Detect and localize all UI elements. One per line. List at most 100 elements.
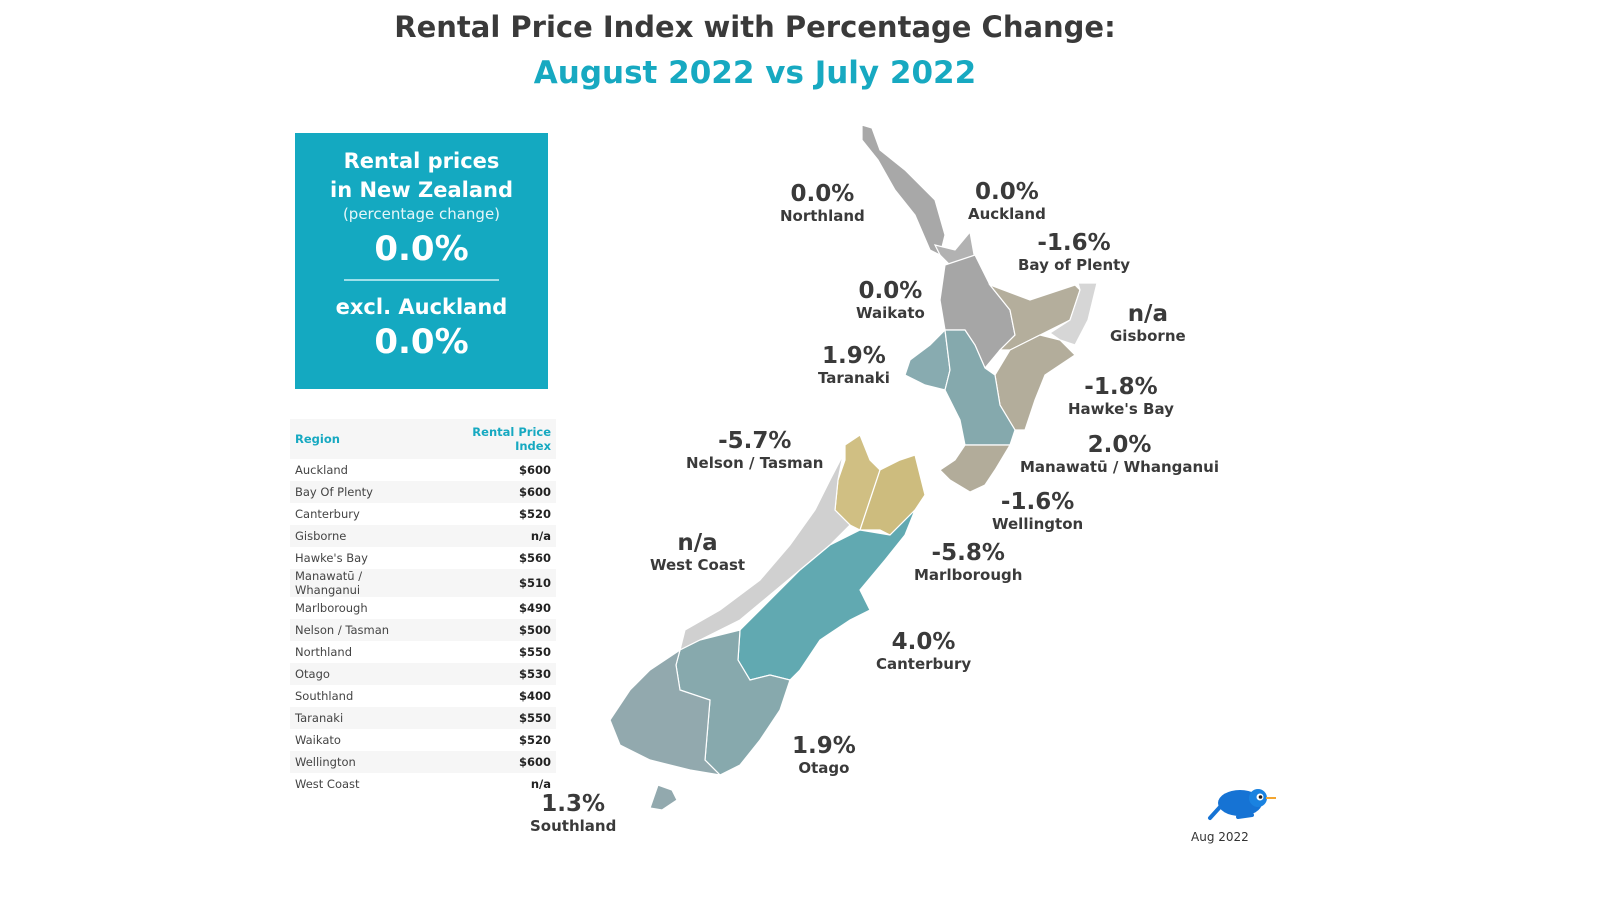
national-summary-box: Rental prices in New Zealand (percentage… — [295, 133, 548, 389]
change-value: 1.9% — [792, 733, 856, 759]
change-value: -1.6% — [1037, 230, 1111, 256]
region-cell: Taranaki — [290, 707, 433, 729]
rpi-cell: $520 — [518, 733, 551, 747]
change-value: 2.0% — [1087, 432, 1152, 458]
label-southland: 1.3% Southland — [530, 793, 616, 834]
region-cell: Auckland — [295, 463, 348, 477]
rpi-cell: $600 — [518, 463, 551, 477]
rpi-cell: $490 — [518, 601, 551, 615]
rpi-cell: $600 — [432, 751, 556, 773]
table-row: Waikato $520 — [290, 729, 556, 751]
change-value: -1.6% — [1000, 489, 1075, 515]
region-taranaki — [904, 328, 951, 391]
table-row: Wellington $600 — [290, 751, 556, 773]
rpi-cell: $550 — [518, 645, 551, 659]
label-bay-of-plenty: -1.6% Bay of Plenty — [1018, 232, 1130, 273]
change-value: -1.8% — [1084, 374, 1158, 400]
table-row: Marlborough $490 — [290, 597, 556, 619]
region-name: Nelson / Tasman — [686, 454, 824, 472]
table-row: West Coast n/a — [290, 773, 556, 795]
change-value: 1.9% — [822, 343, 886, 369]
label-hawkes-bay: -1.8% Hawke's Bay — [1068, 376, 1174, 417]
label-west-coast: n/a West Coast — [650, 532, 745, 573]
table-row: Gisborne n/a — [290, 525, 556, 547]
label-otago: 1.9% Otago — [792, 735, 856, 776]
region-southland — [609, 648, 722, 776]
label-waikato: 0.0% Waikato — [856, 280, 925, 321]
change-value: 4.0% — [891, 629, 956, 655]
summary-subheading: (percentage change) — [342, 205, 501, 223]
rpi-cell: $560 — [518, 551, 551, 565]
summary-heading-2: in New Zealand — [330, 178, 513, 202]
label-wellington: -1.6% Wellington — [992, 491, 1083, 532]
change-value: -5.8% — [931, 540, 1005, 566]
region-name: Taranaki — [818, 369, 890, 387]
region-cell: Bay Of Plenty — [290, 481, 433, 503]
table-row: Canterbury $520 — [290, 503, 556, 525]
label-auckland: 0.0% Auckland — [968, 181, 1046, 222]
column-header-rpi: Rental Price Index — [432, 419, 556, 459]
region-name: Southland — [530, 817, 617, 835]
rpi-cell: $500 — [432, 619, 556, 641]
table-row: Hawke's Bay $560 — [290, 547, 556, 569]
table-row: Otago $530 — [290, 663, 556, 685]
region-cell: Nelson / Tasman — [290, 619, 433, 641]
page-title: Rental Price Index with Percentage Chang… — [394, 10, 1116, 44]
label-marlborough: -5.8% Marlborough — [914, 542, 1022, 583]
label-nelson-tasman: -5.7% Nelson / Tasman — [686, 430, 823, 471]
region-name: Otago — [798, 759, 850, 777]
table-row: Southland $400 — [290, 685, 556, 707]
region-cell: Waikato — [295, 733, 341, 747]
region-name: Bay of Plenty — [1018, 256, 1131, 274]
region-cell: Southland — [295, 689, 354, 703]
change-value: 0.0% — [975, 179, 1039, 205]
region-cell: West Coast — [295, 777, 360, 791]
region-cell: Gisborne — [290, 525, 433, 547]
change-value: 0.0% — [858, 278, 923, 304]
region-cell: Otago — [290, 663, 433, 685]
summary-heading-1: Rental prices — [343, 149, 500, 173]
region-canterbury — [737, 509, 916, 681]
region-wellington — [939, 444, 1012, 493]
label-gisborne: n/a Gisborne — [1110, 303, 1186, 344]
rpi-cell: $550 — [432, 707, 556, 729]
report-date: Aug 2022 — [1191, 830, 1249, 844]
change-value: n/a — [677, 530, 718, 556]
region-northland — [861, 124, 946, 256]
rpi-cell: $520 — [518, 507, 551, 521]
rpi-cell: n/a — [530, 777, 551, 791]
region-name: Gisborne — [1110, 327, 1186, 345]
rpi-cell: $510 — [432, 569, 556, 597]
region-waikato — [939, 254, 1016, 370]
region-cell: Canterbury — [295, 507, 360, 521]
region-name: Manawatū / Whanganui — [1020, 458, 1219, 476]
rpi-cell: $400 — [518, 689, 551, 703]
rpi-cell: $600 — [432, 481, 556, 503]
region-manawatu-whanganui — [944, 329, 1016, 446]
page-subtitle: August 2022 vs July 2022 — [533, 55, 977, 91]
table-row: Bay Of Plenty $600 — [290, 481, 556, 503]
kiwi-logo-icon — [1208, 789, 1276, 820]
change-value: 1.3% — [541, 791, 606, 817]
change-value: -5.7% — [718, 428, 792, 454]
region-cell: Hawke's Bay — [295, 551, 368, 565]
label-taranaki: 1.9% Taranaki — [818, 345, 890, 386]
excl-auckland-label: excl. Auckland — [335, 295, 508, 319]
region-cell: Wellington — [290, 751, 433, 773]
rpi-cell: $530 — [432, 663, 556, 685]
change-value: 0.0% — [790, 181, 855, 207]
region-cell: Manawatū / Whanganui — [290, 569, 433, 597]
divider — [344, 279, 499, 281]
rental-price-table: Region Rental Price Index Auckland $600 Ba… — [290, 419, 556, 795]
change-value: n/a — [1127, 301, 1168, 327]
region-cell: Northland — [295, 645, 352, 659]
table-row: Northland $550 — [290, 641, 556, 663]
region-name: Auckland — [968, 205, 1046, 223]
table-row: Nelson / Tasman $500 — [290, 619, 556, 641]
label-canterbury: 4.0% Canterbury — [876, 631, 971, 672]
region-cell: Marlborough — [295, 601, 368, 615]
national-change: 0.0% — [374, 229, 469, 269]
region-name: West Coast — [650, 556, 746, 574]
table-row: Taranaki $550 — [290, 707, 556, 729]
